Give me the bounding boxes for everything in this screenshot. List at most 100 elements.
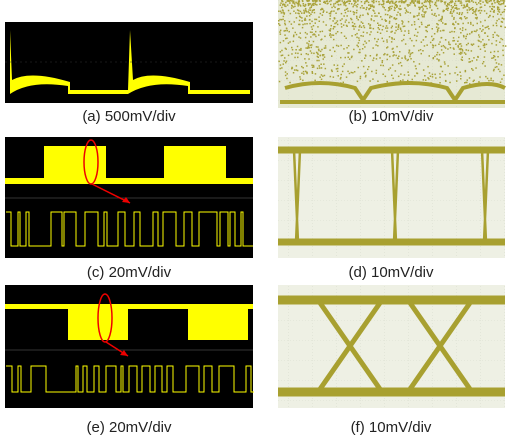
- noise-dot: [310, 36, 312, 38]
- noise-dot: [359, 75, 362, 78]
- noise-dot: [441, 17, 443, 19]
- noise-dot: [367, 1, 370, 4]
- noise-dot: [324, 0, 326, 3]
- noise-dot: [320, 67, 323, 69]
- noise-dot: [332, 28, 335, 30]
- noise-dot: [319, 50, 322, 53]
- noise-dot: [439, 30, 442, 32]
- noise-dot: [465, 44, 468, 46]
- noise-dot: [344, 2, 346, 4]
- noise-dot: [410, 52, 412, 55]
- noise-dot: [306, 15, 308, 17]
- noise-dot: [492, 69, 495, 72]
- noise-dot: [444, 39, 447, 41]
- noise-dot: [468, 1, 471, 3]
- noise-dot: [418, 1, 421, 3]
- noise-dot: [371, 15, 373, 17]
- noise-dot: [280, 54, 283, 57]
- noise-dot: [409, 53, 412, 56]
- noise-dot: [466, 81, 468, 84]
- noise-dot: [347, 70, 349, 73]
- noise-dot: [343, 15, 345, 17]
- noise-dot: [471, 60, 473, 62]
- noise-dot: [441, 0, 443, 2]
- noise-dot: [489, 5, 491, 8]
- noise-dot: [458, 48, 461, 50]
- noise-dot: [376, 40, 378, 43]
- noise-dot: [407, 4, 409, 6]
- noise-dot: [499, 41, 501, 43]
- noise-dot: [301, 12, 303, 14]
- noise-dot: [284, 22, 286, 25]
- noise-dot: [418, 2, 421, 4]
- noise-dot: [404, 43, 407, 45]
- noise-dot: [396, 14, 398, 16]
- noise-dot: [466, 79, 468, 81]
- noise-dot: [364, 46, 366, 48]
- noise-dot: [378, 12, 380, 14]
- noise-dot: [340, 32, 343, 34]
- noise-dot: [452, 22, 454, 25]
- noise-dot: [375, 54, 378, 57]
- noise-dot: [500, 20, 503, 23]
- noise-dot: [329, 34, 331, 37]
- noise-dot: [403, 34, 405, 36]
- noise-dot: [399, 27, 402, 29]
- noise-dot: [302, 4, 305, 7]
- noise-dot: [489, 10, 492, 13]
- noise-dot: [384, 13, 387, 16]
- noise-dot: [466, 3, 469, 5]
- noise-dot: [429, 3, 431, 5]
- noise-dot: [460, 45, 463, 47]
- noise-dot: [432, 57, 435, 59]
- noise-dot: [489, 14, 491, 17]
- noise-dot: [407, 11, 409, 13]
- eye-rails: [278, 295, 505, 397]
- noise-dot: [290, 7, 293, 9]
- noise-dot: [482, 25, 484, 27]
- noise-dot: [330, 24, 332, 27]
- noise-dot: [359, 14, 362, 17]
- noise-dot: [491, 42, 493, 45]
- noise-dot: [498, 8, 501, 11]
- noise-dot: [417, 0, 419, 3]
- noise-dot: [347, 0, 349, 2]
- noise-dot: [339, 78, 342, 80]
- noise-dot: [471, 30, 473, 33]
- noise-dot: [296, 45, 299, 48]
- noise-dot: [446, 9, 449, 11]
- noise-dot: [314, 79, 316, 82]
- noise-dot: [476, 22, 478, 25]
- noise-dot: [336, 31, 339, 33]
- noise-dot: [359, 24, 361, 27]
- noise-dot: [347, 10, 349, 12]
- noise-dot: [295, 17, 298, 19]
- noise-dot: [318, 0, 321, 2]
- noise-dot: [298, 15, 301, 17]
- noise-dot: [323, 63, 325, 65]
- noise-dot: [319, 12, 322, 15]
- noise-dot: [393, 38, 395, 40]
- noise-dot: [367, 68, 369, 71]
- noise-dot: [294, 56, 296, 59]
- noise-dot: [299, 16, 302, 18]
- noise-dot: [439, 82, 441, 84]
- noise-dot: [415, 28, 417, 30]
- noise-dot: [431, 13, 433, 15]
- noise-dot: [407, 58, 409, 61]
- noise-dot: [453, 23, 455, 26]
- noise-dot: [464, 17, 467, 20]
- noise-dot: [454, 7, 456, 9]
- noise-dot: [291, 46, 293, 49]
- noise-dot: [401, 23, 404, 25]
- noise-dot: [465, 5, 467, 8]
- noise-dot: [358, 16, 361, 18]
- noise-dot: [292, 72, 295, 74]
- noise-dot: [422, 39, 425, 41]
- noise-dot: [285, 48, 287, 50]
- noise-dot: [438, 43, 440, 45]
- noise-dot: [394, 32, 396, 34]
- noise-dot: [382, 25, 384, 28]
- noise-dot: [404, 12, 407, 14]
- noise-dot: [373, 6, 375, 9]
